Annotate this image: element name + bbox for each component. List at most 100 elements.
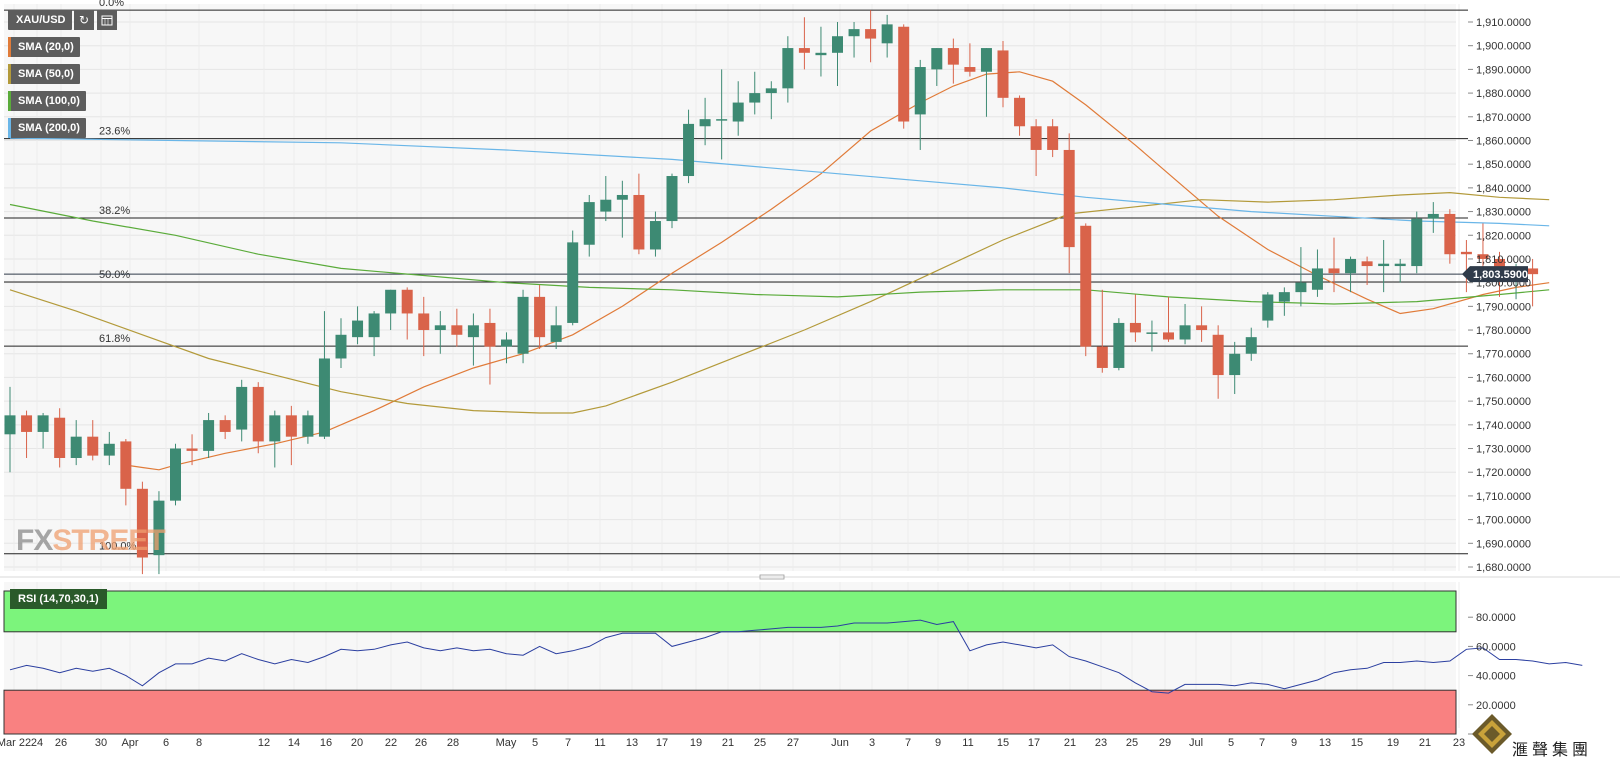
candle-body [285,415,297,437]
indicator-tag-sma200[interactable]: SMA (200,0) [8,118,86,138]
refresh-button[interactable]: ↻ [74,10,94,30]
candle [335,318,347,368]
candle [1063,133,1075,274]
candle [1030,119,1042,177]
refresh-icon: ↻ [78,13,90,27]
candle-body [1328,268,1340,274]
corner-brand-text: 滙聲集團 [1512,740,1593,759]
candle-body [765,88,777,94]
candle [203,412,215,458]
sma-50-line [9,191,1550,414]
candle [1262,292,1274,328]
candle-body [666,176,678,222]
candle-body [153,500,165,556]
candle-body [1262,294,1274,321]
calendar-button[interactable] [97,10,117,30]
price-pane [4,4,1456,571]
candle-body [1030,126,1042,150]
rsi-tick-label: 60.0000 [1476,641,1516,653]
candle [699,97,711,146]
candle-body [252,386,264,442]
price-tick-label: 1,830.0000 [1476,207,1531,219]
candle-body [931,48,943,70]
candle [1080,223,1092,357]
indicator-tag-sma100[interactable]: SMA (100,0) [8,91,86,111]
candle-body [1494,258,1505,274]
candle-body [434,325,446,331]
candle [947,38,959,84]
rsi-oversold-zone [3,689,1457,735]
candle [1278,287,1290,316]
time-tick-label: Apr [121,737,138,749]
candle [4,386,16,473]
price-tick-label: 1,870.0000 [1476,112,1531,124]
candle-body [1278,292,1290,302]
last-price-label: 1,803.5900 [1473,269,1528,281]
candle-body [997,50,1009,98]
candle [1146,320,1158,352]
time-tick-label: 13 [626,737,638,749]
candle [434,311,446,354]
price-tick-label: 1,680.0000 [1476,562,1531,574]
candle-body [964,67,976,72]
candle-body [219,420,231,432]
candle-body [583,202,595,245]
candle [600,176,612,222]
candle-body [70,436,82,458]
time-tick-label: 19 [690,737,702,749]
time-tick-label: 17 [656,737,668,749]
candle-body [848,29,860,37]
price-tick-label: 1,780.0000 [1476,325,1531,337]
rsi-line [9,619,1583,694]
sma-100-line [9,203,1550,305]
time-tick-label: Jun [831,737,849,749]
candle [103,431,115,466]
candle [352,306,364,345]
price-tick-label: 1,700.0000 [1476,515,1531,527]
candle-body [683,123,695,177]
candle-body [1196,325,1208,331]
price-tick-label: 1,910.0000 [1476,17,1531,29]
candle-body [749,93,761,103]
time-tick-label: 17 [1028,737,1040,749]
symbol-label: XAU/USD [16,14,66,26]
candle [914,59,926,150]
candle-body [21,415,33,432]
candle [1427,202,1439,233]
candle [1444,209,1456,264]
candle-body [947,48,959,65]
candle-body [401,289,413,314]
rsi-tag[interactable]: RSI (14,70,30,1) [10,589,107,609]
candle-body [1411,218,1423,267]
time-tick-label: 20 [351,737,363,749]
candle-body [1096,346,1108,368]
candle [136,481,148,575]
candle [765,81,777,120]
indicator-tag-sma50[interactable]: SMA (50,0) [8,64,80,84]
candle-body [335,334,347,359]
price-tick-label: 1,900.0000 [1476,41,1531,53]
candle-body [980,48,992,72]
price-tick-label: 1,710.0000 [1476,491,1531,503]
symbol-tag[interactable]: XAU/USD [8,10,72,30]
price-tick-label: 1,860.0000 [1476,135,1531,147]
candle-body [699,119,711,127]
candle [1014,95,1026,136]
candle-body [616,194,628,200]
time-tick-label: 30 [95,737,107,749]
candle [1096,289,1108,373]
candle-body [4,415,16,435]
time-tick-label: 14 [288,737,300,749]
time-tick-label: 24 [31,737,43,749]
candle [1345,256,1357,293]
candle [550,306,562,349]
candle [418,296,430,357]
time-tick-label: 9 [1291,737,1297,749]
candle [749,71,761,115]
price-tick-label: 1,740.0000 [1476,420,1531,432]
indicator-tag-sma20[interactable]: SMA (20,0) [8,37,80,57]
candle-body [1179,325,1191,340]
candle-body [1345,258,1357,274]
candle-body [815,52,827,56]
